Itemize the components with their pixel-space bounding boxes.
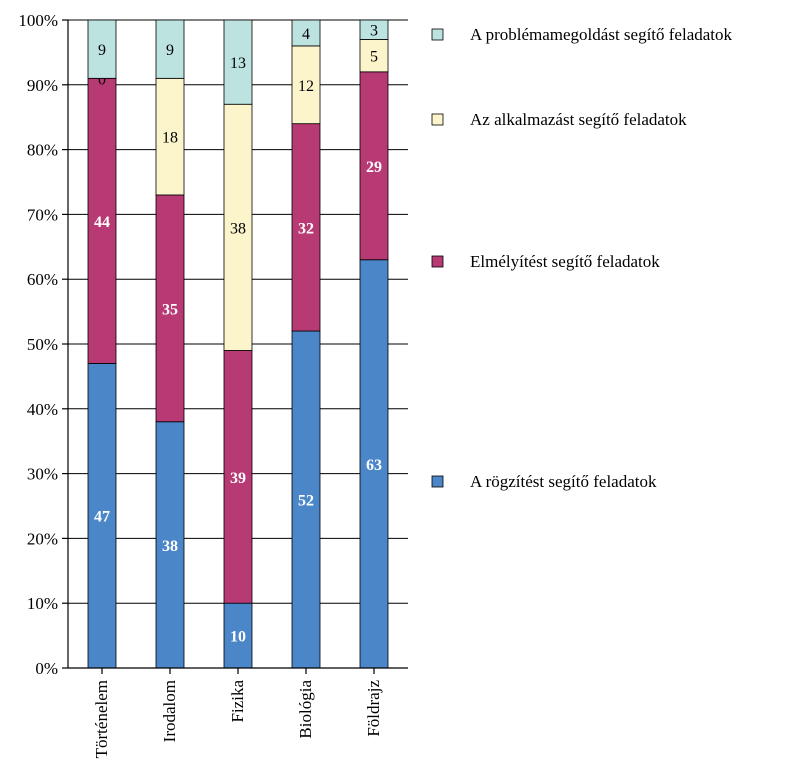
y-tick-label: 50% <box>27 335 58 354</box>
bar-segment <box>155 77 185 196</box>
y-tick-label: 20% <box>27 529 58 548</box>
legend-label: A problémamegoldást segítő feladatok <box>470 25 733 44</box>
y-tick-label: 90% <box>27 76 58 95</box>
data-label: 9 <box>98 42 106 59</box>
y-tick-label: 60% <box>27 270 58 289</box>
data-label: 0 <box>98 71 106 88</box>
data-label: 18 <box>162 130 178 147</box>
data-label: 9 <box>166 42 174 59</box>
bar-segment <box>87 77 117 364</box>
bar-segment <box>291 123 321 332</box>
bar-segment <box>359 71 389 261</box>
y-tick-label: 40% <box>27 400 58 419</box>
y-tick-label: 100% <box>18 11 58 30</box>
bar-segment <box>359 259 389 669</box>
x-tick-label: Fizika <box>228 680 247 723</box>
data-label: 5 <box>370 49 378 66</box>
legend-label: A rögzítést segítő feladatok <box>470 472 657 491</box>
data-label: 63 <box>366 457 382 474</box>
legend: A problémamegoldást segítő feladatok Az a… <box>431 25 733 491</box>
data-label: 38 <box>230 220 246 237</box>
bar-segment <box>87 19 117 79</box>
legend-swatch <box>431 28 444 41</box>
data-label: 39 <box>230 470 246 487</box>
data-label: 29 <box>366 159 382 176</box>
bar-segment <box>223 103 253 351</box>
x-tick-label: Irodalom <box>160 680 179 742</box>
data-label: 3 <box>370 23 378 40</box>
bar-segment <box>223 19 253 105</box>
legend-swatch <box>431 475 444 488</box>
axes: 0% 10% 20% 30% 40% 50% 60% 70% 80% 90% 100% Történe… <box>18 11 408 758</box>
bar-segment <box>223 350 253 604</box>
bar-segment <box>359 19 389 40</box>
y-tick-label: 10% <box>27 594 58 613</box>
data-label: 12 <box>298 78 314 95</box>
x-tick-label: Földrajz <box>364 680 383 737</box>
legend-swatch <box>431 255 444 268</box>
bar-segment <box>155 19 185 79</box>
legend-swatch <box>431 113 444 126</box>
y-tick-label: 70% <box>27 205 58 224</box>
y-tick-label: 0% <box>35 659 58 678</box>
bar-segment <box>87 363 117 669</box>
data-label: 32 <box>298 220 314 237</box>
data-label: 10 <box>230 629 246 646</box>
bar-segment <box>223 602 253 669</box>
legend-label: Elmélyítést segítő feladatok <box>470 252 660 271</box>
y-tick-label: 30% <box>27 465 58 484</box>
data-label: 44 <box>94 214 110 231</box>
bar-segment <box>291 19 321 47</box>
bar-segment <box>291 45 321 125</box>
x-tick-label: Történelem <box>92 680 111 758</box>
legend-label: Az alkalmazást segítő feladatok <box>470 110 687 129</box>
bars: 47 44 0 9 38 35 18 9 10 39 38 13 52 32 12 4 63 29 5 3 <box>87 19 389 669</box>
data-label: 4 <box>302 26 310 43</box>
y-tick-label: 80% <box>27 141 58 160</box>
bar-segment <box>291 330 321 669</box>
bar-segment <box>359 39 389 73</box>
x-tick-label: Biológia <box>296 680 315 739</box>
data-label: 47 <box>94 509 110 526</box>
data-label: 38 <box>162 538 178 555</box>
data-label: 52 <box>298 493 314 510</box>
data-label: 13 <box>230 55 246 72</box>
bar-segment <box>155 421 185 669</box>
data-label: 35 <box>162 301 178 318</box>
